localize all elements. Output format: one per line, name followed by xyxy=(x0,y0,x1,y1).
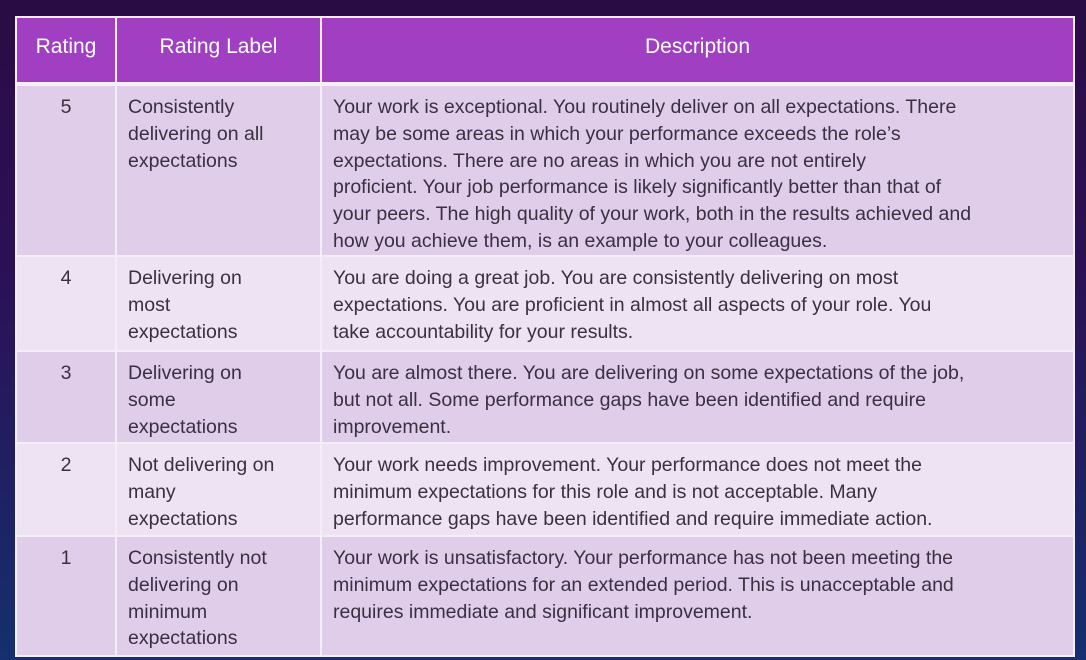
description-cell: Your work needs improvement. Your perfor… xyxy=(320,442,1075,537)
table-row: 2 Not delivering on many expectations Yo… xyxy=(15,442,1075,537)
rating-cell: 2 xyxy=(15,442,117,537)
table-row: 3 Delivering on some expectations You ar… xyxy=(15,350,1075,444)
table-row: 5 Consistently delivering on all expecta… xyxy=(15,83,1075,257)
header-rating: Rating xyxy=(15,16,117,86)
label-cell: Consistently delivering on all expectati… xyxy=(115,83,322,257)
rating-cell: 1 xyxy=(15,535,117,657)
label-cell: Delivering on most expectations xyxy=(115,255,322,352)
table-row: 1 Consistently not delivering on minimum… xyxy=(15,535,1075,657)
table-row: 4 Delivering on most expectations You ar… xyxy=(15,255,1075,352)
rating-table: Rating Rating Label Description 5 Consis… xyxy=(15,16,1075,657)
header-description: Description xyxy=(320,16,1075,86)
description-cell: You are almost there. You are delivering… xyxy=(320,350,1075,444)
rating-cell: 5 xyxy=(15,83,117,257)
label-cell: Not delivering on many expectations xyxy=(115,442,322,537)
header-rating-label: Rating Label xyxy=(115,16,322,86)
description-cell: Your work is unsatisfactory. Your perfor… xyxy=(320,535,1075,657)
label-cell: Consistently not delivering on minimum e… xyxy=(115,535,322,657)
rating-cell: 4 xyxy=(15,255,117,352)
header-row: Rating Rating Label Description xyxy=(15,16,1075,86)
description-cell: You are doing a great job. You are consi… xyxy=(320,255,1075,352)
label-cell: Delivering on some expectations xyxy=(115,350,322,444)
rating-cell: 3 xyxy=(15,350,117,444)
description-cell: Your work is exceptional. You routinely … xyxy=(320,83,1075,257)
